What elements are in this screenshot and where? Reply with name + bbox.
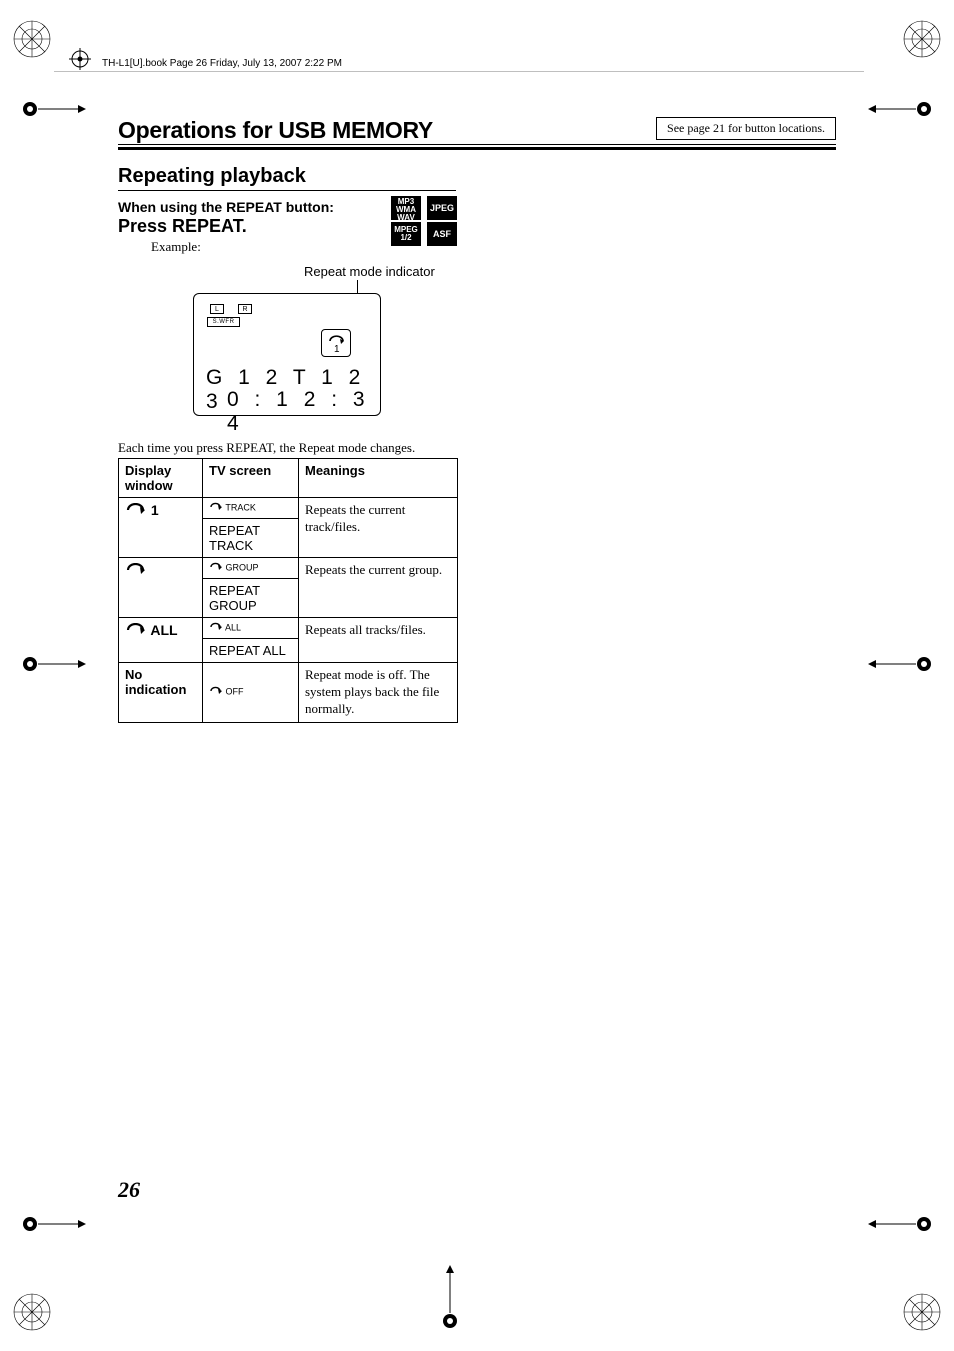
cell-tv-repeat-all: REPEAT ALL bbox=[203, 639, 299, 663]
header-rule-thick bbox=[118, 147, 836, 150]
repeat-loop-icon bbox=[125, 623, 147, 640]
corner-ornament-bl bbox=[8, 1288, 56, 1336]
repeat-loop-icon bbox=[209, 622, 223, 634]
header-reference-box: See page 21 for button locations. bbox=[656, 117, 836, 140]
reg-mark bbox=[440, 1261, 460, 1331]
repeat-loop-icon bbox=[209, 502, 223, 514]
corner-ornament-tr bbox=[898, 15, 946, 63]
reg-mark bbox=[20, 654, 90, 674]
section-rule bbox=[118, 190, 456, 191]
cell-display-1-suffix: 1 bbox=[151, 502, 159, 518]
display-L-indicator: L bbox=[210, 304, 224, 314]
corner-ornament-tl bbox=[8, 15, 56, 63]
header-rule-thin bbox=[118, 144, 836, 145]
badge-mp3-wma-wav: MP3WMAWAV bbox=[391, 196, 421, 220]
eachtime-text: Each time you press REPEAT, the Repeat m… bbox=[118, 440, 456, 456]
cell-tv-off-icon: OFF bbox=[203, 663, 299, 723]
display-rmi-1: 1 bbox=[334, 344, 340, 355]
table-row: GROUP Repeats the current group. bbox=[119, 558, 458, 579]
th-tv-screen: TV screen bbox=[203, 459, 299, 498]
manual-page: TH-L1[U].book Page 26 Friday, July 13, 2… bbox=[0, 0, 954, 1351]
press-repeat-line: Press REPEAT. bbox=[118, 216, 247, 237]
book-meta-rule bbox=[54, 71, 864, 72]
reg-mark bbox=[20, 1214, 90, 1234]
cell-tv-group-icon: GROUP bbox=[203, 558, 299, 579]
cell-display-4: No indication bbox=[119, 663, 203, 723]
cell-display-1: 1 bbox=[119, 498, 203, 558]
format-badges: MP3WMAWAV JPEG MPEG1/2 ASF bbox=[390, 195, 458, 247]
section-title: Repeating playback bbox=[118, 165, 306, 188]
repeat-loop-icon bbox=[125, 503, 147, 520]
display-window-illustration: L R S.WFR 1 G 1 2 T 1 2 3 0 : 1 2 : 3 4 bbox=[193, 293, 381, 416]
display-line-2: 0 : 1 2 : 3 4 bbox=[227, 388, 380, 436]
repeat-loop-icon bbox=[209, 562, 223, 574]
table-row: ALL ALL Repeats all tracks/files. bbox=[119, 618, 458, 639]
cell-meaning-1: Repeats the current track/files. bbox=[299, 498, 458, 558]
cell-meaning-2: Repeats the current group. bbox=[299, 558, 458, 618]
badge-mpeg12: MPEG1/2 bbox=[391, 222, 421, 246]
repeat-mode-indicator-label: Repeat mode indicator bbox=[304, 264, 435, 279]
badge-jpeg: JPEG bbox=[427, 196, 457, 220]
cell-meaning-3: Repeats all tracks/files. bbox=[299, 618, 458, 663]
display-R-indicator: R bbox=[238, 304, 252, 314]
table-row: 1 TRACK Repeats the current track/files. bbox=[119, 498, 458, 519]
cell-display-3: ALL bbox=[119, 618, 203, 663]
reg-mark bbox=[864, 99, 934, 119]
corner-ornament-br bbox=[898, 1288, 946, 1336]
display-SWFR-indicator: S.WFR bbox=[207, 317, 240, 327]
cell-tv-track-icon: TRACK bbox=[203, 498, 299, 519]
reg-mark bbox=[864, 654, 934, 674]
cell-display-2 bbox=[119, 558, 203, 618]
section-subhead: When using the REPEAT button: bbox=[118, 199, 334, 215]
cell-meaning-4: Repeat mode is off. The system plays bac… bbox=[299, 663, 458, 723]
example-label: Example: bbox=[151, 239, 201, 255]
reg-mark bbox=[864, 1214, 934, 1234]
book-meta-line: TH-L1[U].book Page 26 Friday, July 13, 2… bbox=[102, 58, 342, 69]
repeat-mode-table: Display window TV screen Meanings 1 TRAC… bbox=[118, 458, 458, 723]
display-rmi-box: 1 bbox=[321, 329, 351, 357]
cell-tv-repeat-group: REPEAT GROUP bbox=[203, 579, 299, 618]
th-display-window: Display window bbox=[119, 459, 203, 498]
repeat-loop-icon bbox=[125, 563, 147, 580]
cell-tv-repeat-track: REPEAT TRACK bbox=[203, 519, 299, 558]
cell-tv-all-icon: ALL bbox=[203, 618, 299, 639]
badge-asf: ASF bbox=[427, 222, 457, 246]
cell-display-3-suffix: ALL bbox=[150, 622, 177, 638]
table-header-row: Display window TV screen Meanings bbox=[119, 459, 458, 498]
table-row: No indication OFF Repeat mode is off. Th… bbox=[119, 663, 458, 723]
th-meanings: Meanings bbox=[299, 459, 458, 498]
page-number: 26 bbox=[118, 1177, 140, 1203]
repeat-loop-icon bbox=[209, 686, 223, 698]
reg-mark bbox=[20, 99, 90, 119]
